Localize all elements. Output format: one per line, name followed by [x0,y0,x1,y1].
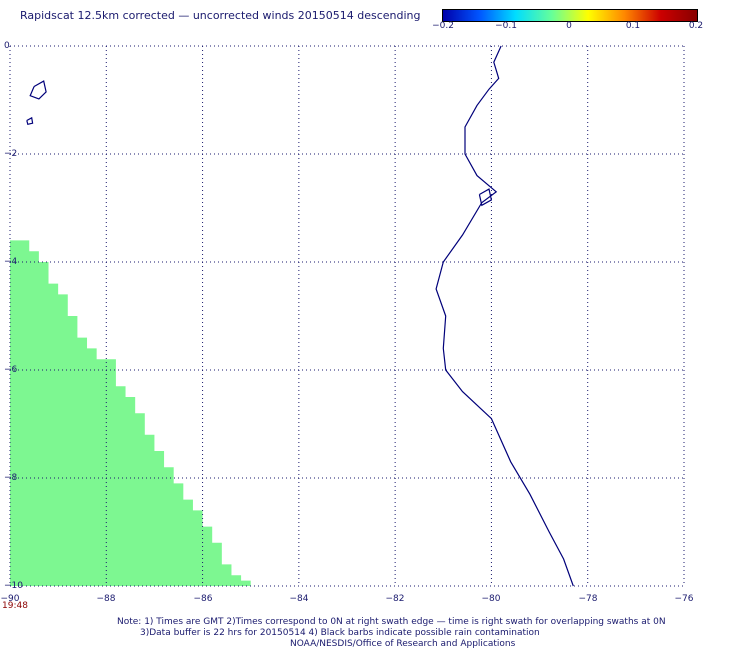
footnote-line-2: 3)Data buffer is 22 hrs for 20150514 4) … [140,628,540,638]
lon-label: −82 [385,594,405,604]
lon-label: −90 [0,594,20,604]
lat-label: −4 [4,257,18,267]
colorbar-tick: −0.1 [495,21,517,31]
lat-label: −6 [4,365,18,375]
lon-label: −80 [481,594,501,604]
swath-region [10,240,251,586]
map-title: Rapidscat 12.5km corrected — uncorrected… [20,9,421,22]
pass-time-label: 19:48 [2,601,28,611]
lat-label: −10 [4,581,23,591]
colorbar-tick: 0 [566,21,572,31]
lat-label: −8 [4,473,18,483]
footnote-line-1: Note: 1) Times are GMT 2)Times correspon… [117,617,666,627]
lon-label: −76 [674,594,694,604]
lat-label: −2 [4,149,18,159]
colorbar-tick: 0.2 [688,21,704,31]
lat-label: 0 [4,41,10,51]
lon-label: −78 [578,594,598,604]
lon-label: −88 [96,594,116,604]
colorbar [442,9,698,22]
lon-label: −86 [193,594,213,604]
island-outline [26,116,34,126]
colorbar-tick: −0.2 [432,21,454,31]
island-outline [478,188,493,207]
colorbar-tick: 0.1 [625,21,641,31]
lon-label: −84 [289,594,309,604]
island-outline [29,80,47,100]
mainland-coastline [435,45,574,587]
footnote-credit: NOAA/NESDIS/Office of Research and Appli… [290,639,516,649]
